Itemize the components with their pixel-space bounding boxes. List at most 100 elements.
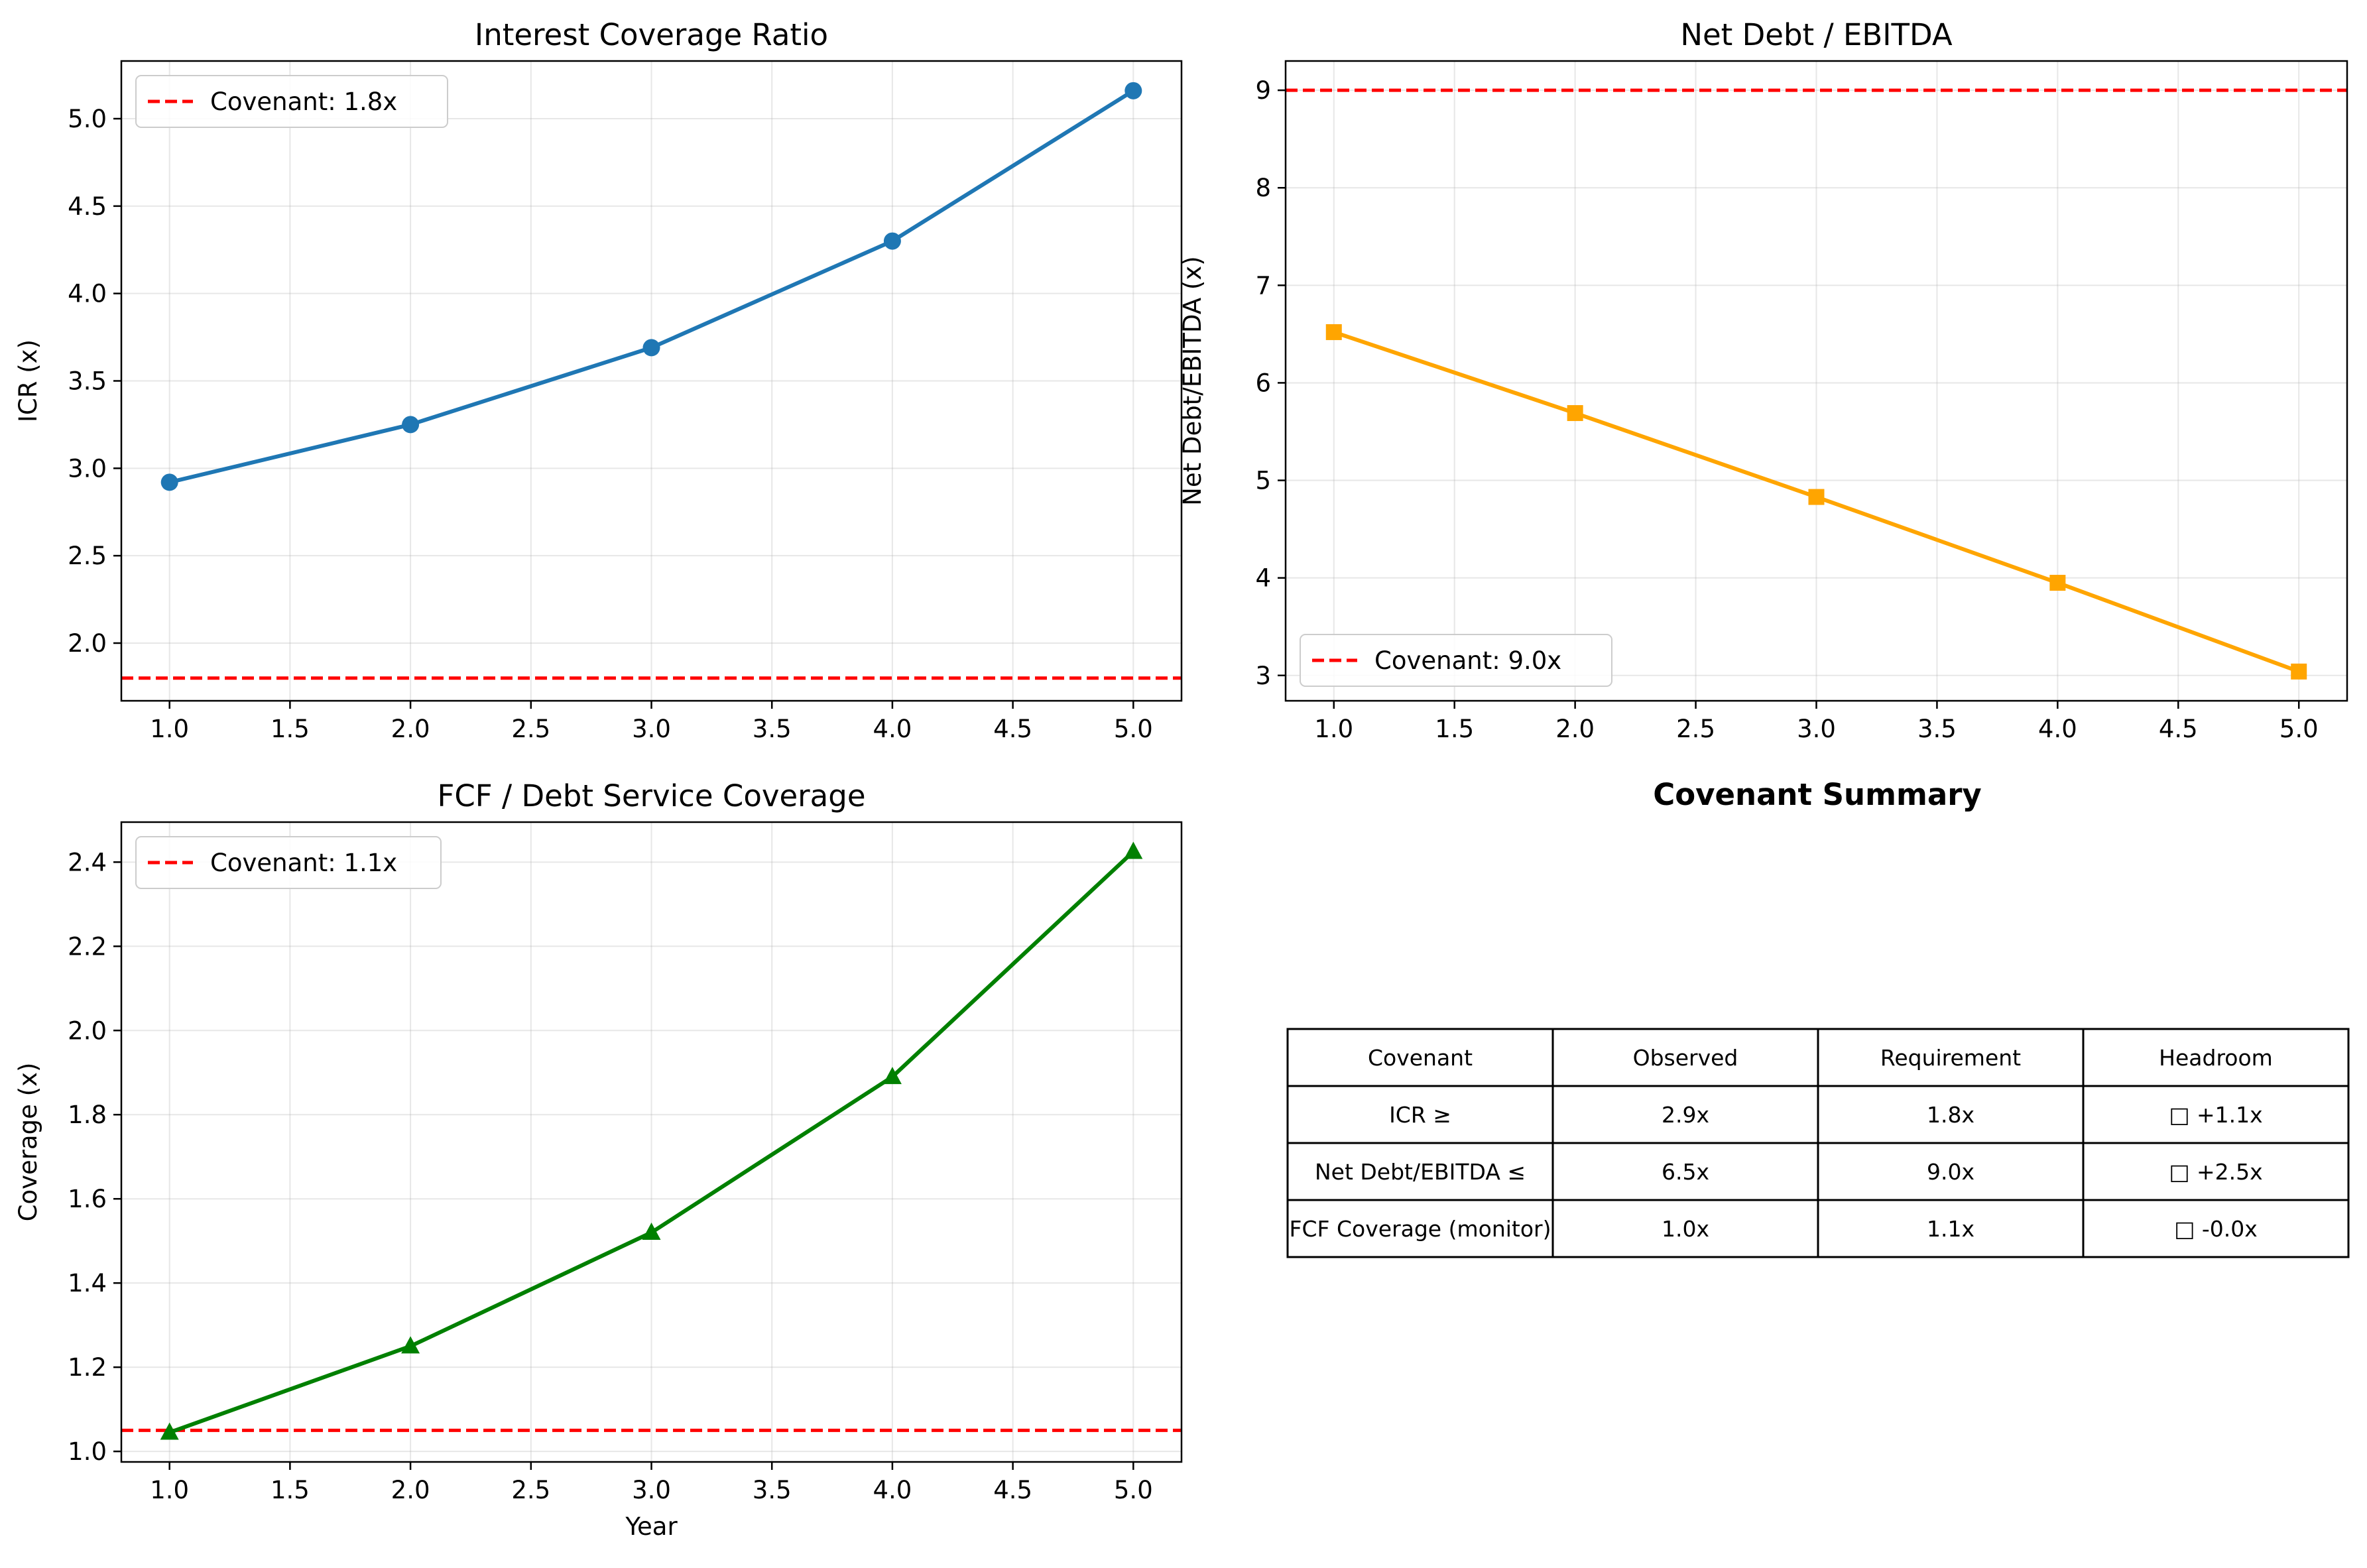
chart2-legend-label: Covenant: 1.1x <box>210 849 397 877</box>
chart2-x-tick-label: 1.5 <box>271 1476 310 1504</box>
chart1-data-point <box>1808 489 1825 505</box>
chart0-x-tick-label: 3.0 <box>632 715 671 743</box>
chart1-y-axis-label: Net Debt/EBITDA (x) <box>1178 256 1207 505</box>
chart0-y-tick-label: 4.5 <box>68 192 107 221</box>
fcf-coverage-chart-panel: FCF / Debt Service Coverage 1.0 1.5 2.0 2.5 3… <box>14 778 1183 1541</box>
chart0-legend-label: Covenant: 1.8x <box>210 88 397 116</box>
chart1-data-point <box>1567 405 1583 422</box>
chart1-y-tick-label: 8 <box>1255 174 1271 202</box>
chart1-x-tick-label: 2.0 <box>1555 715 1595 743</box>
chart0-x-tick-label: 4.0 <box>873 715 912 743</box>
chart2-x-tick-label: 3.0 <box>632 1476 671 1504</box>
chart0-data-point <box>1124 82 1142 99</box>
chart0-y-tick-label: 2.0 <box>68 629 107 658</box>
chart1-x-tick-label: 4.0 <box>2038 715 2077 743</box>
table-cell-value: Net Debt/EBITDA ≤ <box>1315 1159 1526 1185</box>
table-header-cell <box>1551 1028 1819 1087</box>
table-cell <box>1817 1199 2085 1258</box>
chart1-data-point <box>2049 575 2066 591</box>
chart0-y-tick-label: 4.0 <box>68 280 107 308</box>
chart1-legend-box <box>1300 634 1612 687</box>
chart1-x-tick-label: 5.0 <box>2279 715 2319 743</box>
chart1-y-tick-label: 7 <box>1255 271 1271 300</box>
chart2-y-tick-label: 1.6 <box>68 1185 107 1213</box>
table-cell <box>1551 1085 1819 1144</box>
chart2-y-tick-label: 1.4 <box>68 1269 107 1297</box>
chart0-legend-box <box>135 75 448 128</box>
chart0-x-tick-label: 4.5 <box>993 715 1032 743</box>
table-header-label: Observed <box>1633 1045 1738 1071</box>
chart2-x-tick-label: 3.5 <box>753 1476 792 1504</box>
chart1-legend: Covenant: 9.0x <box>1300 634 1612 687</box>
chart1-x-tick-label: 1.0 <box>1314 715 1353 743</box>
table-header-cell <box>1817 1028 2085 1087</box>
table-cell-value: 1.1x <box>1927 1216 1974 1242</box>
chart0-x-tick-label: 1.0 <box>150 715 189 743</box>
chart2-x-axis-label: Year <box>625 1512 678 1541</box>
chart2-legend-box <box>135 836 442 889</box>
chart1-y-tick-label: 5 <box>1255 467 1271 495</box>
chart0-x-tick-label: 5.0 <box>1114 715 1153 743</box>
chart1-data-point <box>2291 663 2307 680</box>
table-cell-value: 1.8x <box>1927 1102 1974 1128</box>
chart2-y-tick-label: 2.4 <box>68 848 107 876</box>
chart0-data-point <box>160 473 178 491</box>
chart1-x-tick-label: 3.5 <box>1917 715 1957 743</box>
table-cell <box>1286 1085 1554 1144</box>
chart1-legend-label: Covenant: 9.0x <box>1374 646 1561 675</box>
chart1-y-tick-label: 6 <box>1255 369 1271 397</box>
chart0-y-tick-label: 5.0 <box>68 105 107 133</box>
chart2-x-tick-label: 5.0 <box>1114 1476 1153 1504</box>
table-cell-value: □ -0.0x <box>2174 1216 2258 1242</box>
chart1-x-tick-label: 3.0 <box>1797 715 1836 743</box>
chart2-data-point <box>642 1222 661 1240</box>
table-header-label: Requirement <box>1880 1045 2021 1071</box>
chart2-x-tick-label: 1.0 <box>150 1476 189 1504</box>
table-cell-value: 9.0x <box>1927 1159 1974 1185</box>
table-cell <box>2082 1199 2350 1258</box>
chart2-x-tick-label: 4.0 <box>873 1476 912 1504</box>
table-cell-value: FCF Coverage (monitor) <box>1290 1216 1551 1242</box>
covenant-summary-title: Covenant Summary <box>1653 777 1982 812</box>
chart0-y-tick-label: 3.5 <box>68 367 107 396</box>
table-cell-value: ICR ≥ <box>1389 1102 1451 1128</box>
chart0-y-axis-label: ICR (x) <box>14 339 42 422</box>
chart2-x-tick-label: 2.0 <box>391 1476 430 1504</box>
chart1-x-tick-label: 2.5 <box>1676 715 1715 743</box>
table-header-cell <box>2082 1028 2350 1087</box>
chart0-x-tick-label: 1.5 <box>271 715 310 743</box>
table-cell-value: □ +2.5x <box>2169 1159 2262 1185</box>
chart2-y-tick-label: 1.8 <box>68 1101 107 1129</box>
chart0-legend: Covenant: 1.8x <box>135 75 448 128</box>
chart2-title: FCF / Debt Service Coverage <box>437 778 865 814</box>
chart2-y-tick-label: 1.0 <box>68 1437 107 1466</box>
chart2-data-point <box>882 1067 902 1085</box>
chart0-data-point <box>402 416 420 434</box>
chart2-data-point <box>160 1422 179 1440</box>
chart2-y-tick-label: 2.0 <box>68 1016 107 1045</box>
chart1-title: Net Debt / EBITDA <box>1680 17 1953 52</box>
chart0-data-point <box>883 232 901 250</box>
chart2-y-tick-label: 2.2 <box>68 932 107 961</box>
chart2-data-point <box>401 1336 420 1354</box>
chart0-y-tick-label: 2.5 <box>68 542 107 570</box>
chart0-y-tick-label: 3.0 <box>68 454 107 483</box>
chart1-x-tick-label: 1.5 <box>1435 715 1474 743</box>
net-debt-ebitda-chart-panel: Net Debt / EBITDA 1.0 1.5 2.0 2.5 3.0 3.5 4.0 4.… <box>1178 17 2348 743</box>
chart1-y-tick-label: 3 <box>1255 662 1271 690</box>
table-cell-value: 2.9x <box>1662 1102 1709 1128</box>
chart0-data-point <box>642 339 660 357</box>
chart0-x-tick-label: 3.5 <box>753 715 792 743</box>
chart0-x-tick-label: 2.5 <box>511 715 550 743</box>
chart2-y-axis-label: Coverage (x) <box>14 1063 42 1222</box>
table-header-label: Covenant <box>1368 1045 1473 1071</box>
chart2-y-tick-label: 1.2 <box>68 1353 107 1382</box>
covenant-summary-panel: Covenant Summary Covenant Observed Requirem… <box>1286 777 2350 1258</box>
chart2-x-tick-label: 2.5 <box>511 1476 550 1504</box>
chart0-title: Interest Coverage Ratio <box>475 17 828 52</box>
table-cell <box>1286 1199 1554 1258</box>
table-cell-value: □ +1.1x <box>2169 1102 2262 1128</box>
table-cell-value: 1.0x <box>1662 1216 1709 1242</box>
